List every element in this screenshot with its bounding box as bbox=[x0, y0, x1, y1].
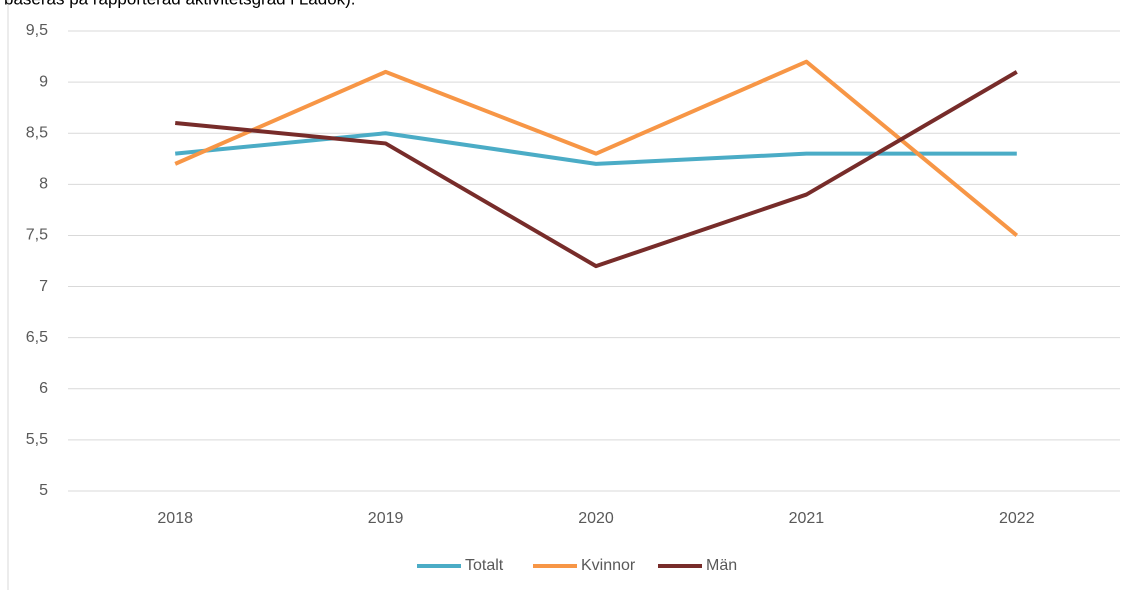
y-tick-label: 7,5 bbox=[26, 227, 48, 244]
legend-label: Kvinnor bbox=[581, 557, 636, 574]
x-tick-label: 2019 bbox=[368, 510, 404, 527]
y-tick-label: 7 bbox=[39, 278, 48, 295]
y-tick-label: 9 bbox=[39, 73, 48, 90]
note: baseras på rapporterad aktivitetsgrad i … bbox=[4, 0, 356, 8]
x-tick-label: 2018 bbox=[157, 510, 193, 527]
series-line bbox=[174, 59, 1019, 237]
y-tick-label: 6 bbox=[39, 380, 48, 397]
y-tick-label: 5,5 bbox=[26, 431, 48, 448]
y-tick-label: 9,5 bbox=[26, 22, 48, 39]
x-tick-label: 2022 bbox=[999, 510, 1035, 527]
x-tick-label: 2020 bbox=[578, 510, 614, 527]
y-tick-label: 8,5 bbox=[26, 124, 48, 141]
y-tick-label: 6,5 bbox=[26, 329, 48, 346]
x-tick-label: 2021 bbox=[789, 510, 825, 527]
series-line bbox=[175, 131, 1017, 166]
legend-label: Totalt bbox=[465, 557, 504, 574]
series-line bbox=[175, 70, 1018, 269]
y-tick-label: 8 bbox=[39, 176, 48, 193]
legend-label: Män bbox=[706, 557, 737, 574]
y-tick-label: 5 bbox=[39, 482, 48, 499]
